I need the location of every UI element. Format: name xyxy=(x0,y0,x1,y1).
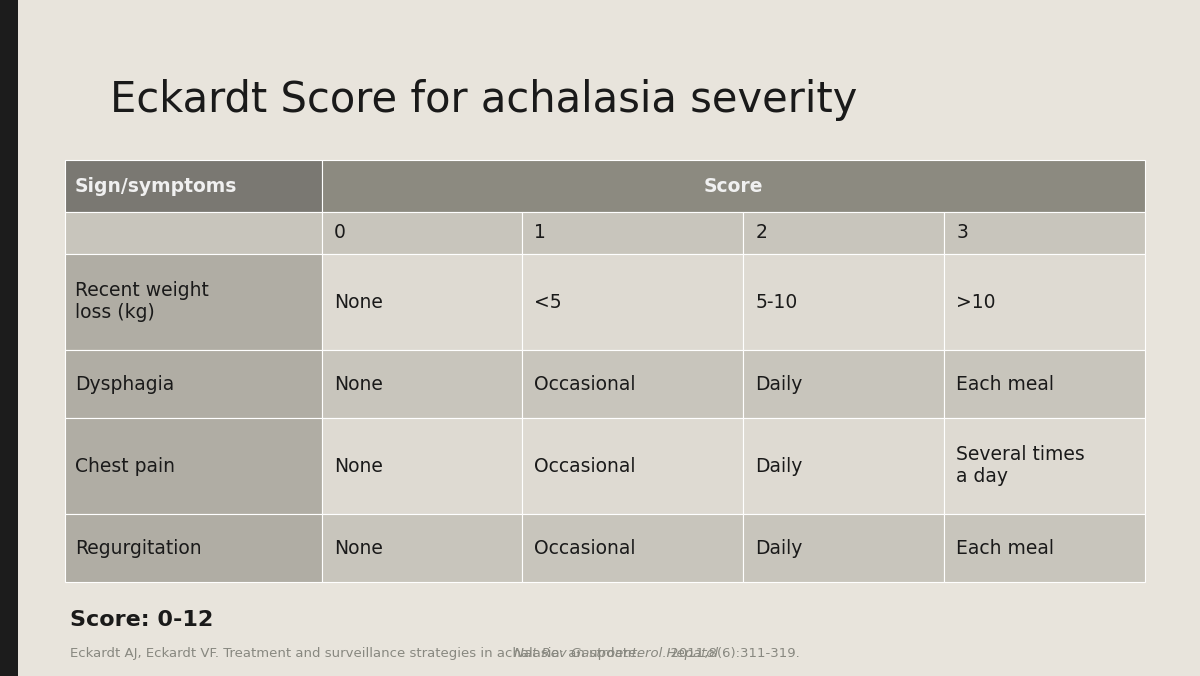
Text: Chest pain: Chest pain xyxy=(74,456,175,475)
Bar xyxy=(322,350,522,418)
Text: None: None xyxy=(334,293,383,312)
Text: None: None xyxy=(334,375,383,393)
Bar xyxy=(944,254,1145,350)
Bar xyxy=(743,212,944,254)
Text: 1: 1 xyxy=(534,224,546,243)
Bar xyxy=(522,254,743,350)
Text: Score: Score xyxy=(703,176,763,195)
Text: 5-10: 5-10 xyxy=(755,293,798,312)
Text: Sign/symptoms: Sign/symptoms xyxy=(74,176,238,195)
Text: 3: 3 xyxy=(956,224,968,243)
Text: Regurgitation: Regurgitation xyxy=(74,539,202,558)
Text: Daily: Daily xyxy=(755,456,803,475)
Bar xyxy=(743,254,944,350)
Text: Daily: Daily xyxy=(755,539,803,558)
Text: Each meal: Each meal xyxy=(956,375,1054,393)
Bar xyxy=(65,418,322,514)
Bar xyxy=(743,350,944,418)
Bar xyxy=(65,160,322,212)
Text: Each meal: Each meal xyxy=(956,539,1054,558)
Text: Eckardt Score for achalasia severity: Eckardt Score for achalasia severity xyxy=(110,79,857,121)
Bar xyxy=(65,514,322,582)
Bar xyxy=(522,350,743,418)
Text: None: None xyxy=(334,456,383,475)
Bar xyxy=(743,514,944,582)
Text: Eckardt AJ, Eckardt VF. Treatment and surveillance strategies in achalasia: an u: Eckardt AJ, Eckardt VF. Treatment and su… xyxy=(70,648,644,660)
Text: >10: >10 xyxy=(956,293,996,312)
Bar xyxy=(0,0,18,676)
Bar xyxy=(65,212,322,254)
Text: Occasional: Occasional xyxy=(534,539,635,558)
Text: 0: 0 xyxy=(334,224,346,243)
Bar xyxy=(944,350,1145,418)
Bar xyxy=(322,160,1145,212)
Text: Several times
a day: Several times a day xyxy=(956,445,1085,487)
Text: Dysphagia: Dysphagia xyxy=(74,375,174,393)
Bar xyxy=(944,418,1145,514)
Text: Score: 0-12: Score: 0-12 xyxy=(70,610,214,630)
Text: Occasional: Occasional xyxy=(534,456,635,475)
Bar xyxy=(65,350,322,418)
Text: <5: <5 xyxy=(534,293,562,312)
Bar xyxy=(322,254,522,350)
Bar xyxy=(322,418,522,514)
Text: Occasional: Occasional xyxy=(534,375,635,393)
Bar xyxy=(65,254,322,350)
Bar xyxy=(944,514,1145,582)
Text: Recent weight
loss (kg): Recent weight loss (kg) xyxy=(74,281,209,322)
Bar xyxy=(522,418,743,514)
Bar xyxy=(522,212,743,254)
Text: Daily: Daily xyxy=(755,375,803,393)
Bar xyxy=(743,418,944,514)
Text: 2: 2 xyxy=(755,224,767,243)
Text: None: None xyxy=(334,539,383,558)
Bar xyxy=(522,514,743,582)
Text: . 2011;8(6):311-319.: . 2011;8(6):311-319. xyxy=(661,648,799,660)
Bar xyxy=(944,212,1145,254)
Text: Nat Rev Gastroenterol Hepatol: Nat Rev Gastroenterol Hepatol xyxy=(514,648,718,660)
Bar xyxy=(322,514,522,582)
Bar xyxy=(322,212,522,254)
